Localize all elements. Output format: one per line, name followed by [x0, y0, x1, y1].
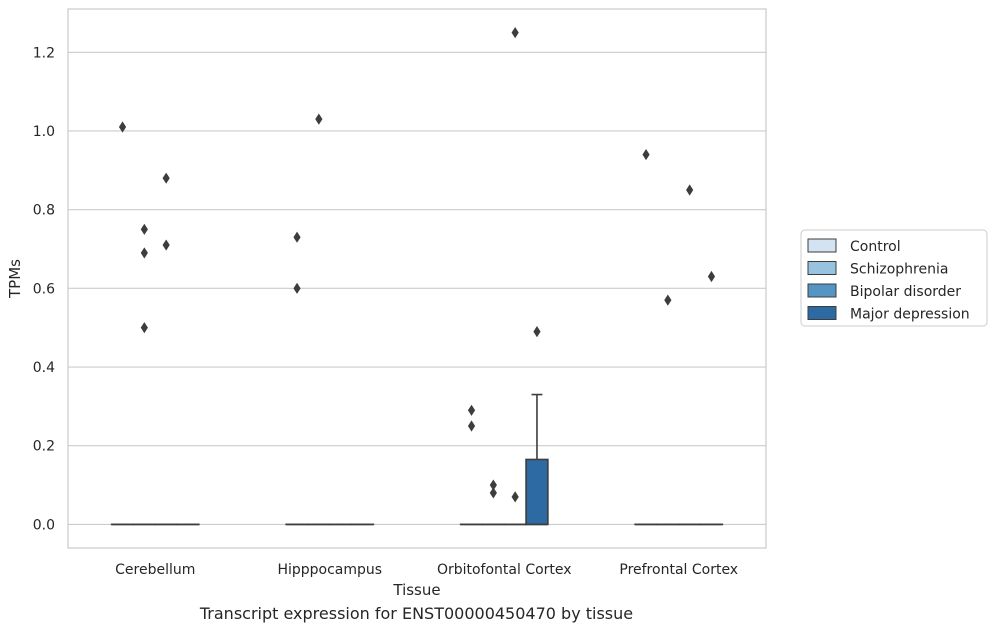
legend-label: Major depression [850, 307, 970, 323]
x-tick-label: Orbitofontal Cortex [437, 562, 572, 578]
y-tick-label: 0.6 [33, 281, 55, 297]
figure-caption: Transcript expression for ENST0000045047… [199, 604, 634, 623]
legend-swatch [807, 261, 837, 275]
outlier-point [293, 282, 301, 294]
legend-frame [800, 229, 988, 327]
outlier-point [293, 231, 301, 243]
outlier-point [686, 184, 694, 196]
legend-label: Control [850, 239, 901, 255]
x-tick-label: Hipppocampus [277, 562, 382, 578]
outlier-point [162, 172, 170, 184]
outlier-point [315, 113, 323, 125]
boxes [110, 393, 724, 526]
legend-label: Bipolar disorder [850, 284, 961, 300]
y-tick-label: 1.2 [33, 45, 55, 61]
outlier-point [707, 270, 716, 283]
outlier-point [467, 404, 476, 416]
outlier-point [533, 326, 541, 338]
outlier-point [140, 223, 148, 235]
y-tick-labels: 0.0 0.2 0.4 0.6 0.8 1.0 1.2 [33, 45, 55, 533]
outlier-point [642, 148, 650, 161]
outlier-point [467, 420, 476, 432]
box-major-depression [525, 393, 549, 526]
outlier-point [140, 322, 148, 334]
outlier-points [118, 27, 716, 503]
y-tick-label: 0.0 [33, 517, 55, 533]
outlier-point [489, 487, 497, 499]
outlier-point [118, 121, 127, 133]
gridlines [68, 51, 766, 525]
outlier-point [140, 247, 148, 259]
plot-frame [67, 8, 767, 549]
y-tick-label: 0.4 [33, 360, 55, 376]
y-tick-label: 1.0 [33, 124, 55, 140]
y-axis-label: TPMs [6, 259, 24, 299]
legend-label: Schizophrenia [850, 262, 948, 278]
outlier-point [511, 491, 519, 503]
x-tick-label: Cerebellum [115, 562, 195, 578]
y-tick-label: 0.2 [33, 439, 55, 455]
legend-swatch [807, 283, 837, 298]
outlier-point [511, 27, 519, 39]
outlier-point [162, 239, 170, 251]
legend-swatch [807, 238, 837, 253]
x-tick-label: Prefrontal Cortex [619, 562, 738, 578]
legend: Control Schizophrenia Bipolar disorder Majo… [800, 229, 988, 327]
box-body [525, 458, 549, 526]
outlier-point [664, 294, 672, 306]
outlier-point [489, 479, 497, 491]
legend-swatch [807, 306, 837, 320]
x-axis-label: Tissue [392, 581, 440, 599]
y-tick-label: 0.8 [33, 203, 55, 219]
x-tick-labels: Cerebellum Hipppocampus Orbitofontal Corte… [115, 562, 738, 578]
